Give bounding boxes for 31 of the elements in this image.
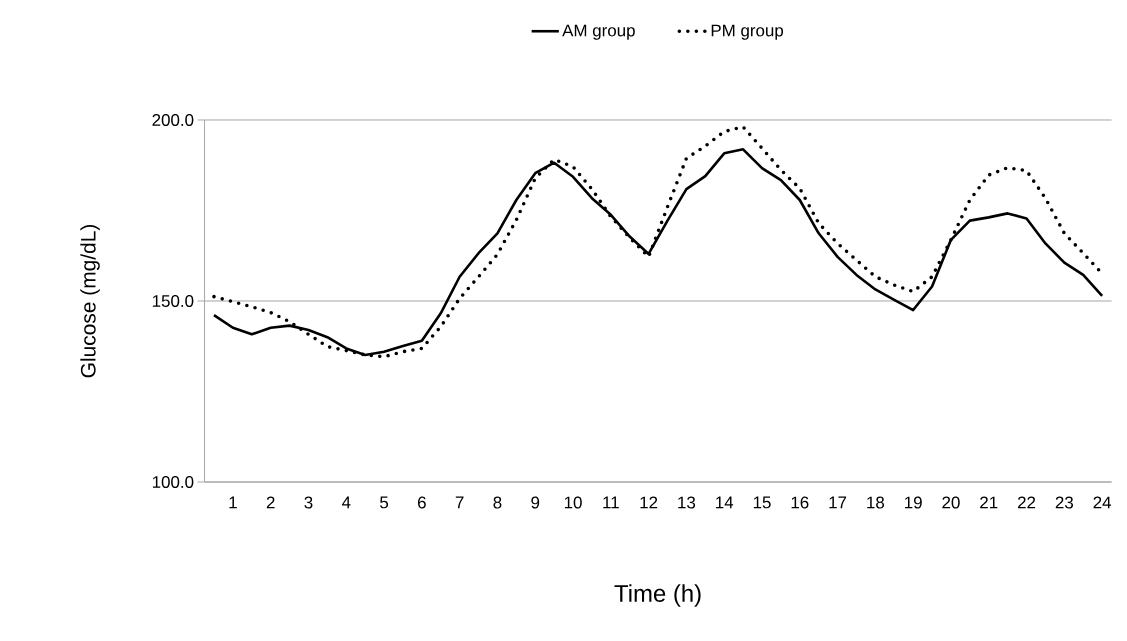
x-tick-label: 12 bbox=[640, 496, 658, 509]
x-tick-label: 7 bbox=[455, 496, 464, 509]
x-tick-label: 15 bbox=[753, 496, 771, 509]
x-tick-label: 18 bbox=[867, 496, 885, 509]
y-tick-label: 200.0 bbox=[152, 114, 194, 126]
y-axis-title: Glucose (mg/dL) bbox=[80, 225, 100, 378]
x-tick-label: 19 bbox=[905, 496, 922, 509]
x-tick-label: 10 bbox=[564, 496, 582, 509]
legend-label: AM group bbox=[562, 24, 635, 40]
x-tick-label: 5 bbox=[380, 496, 389, 509]
x-tick-label: 9 bbox=[531, 496, 540, 509]
x-tick-label: 11 bbox=[603, 496, 619, 509]
x-tick-label: 24 bbox=[1093, 496, 1112, 509]
x-tick-label: 2 bbox=[266, 496, 275, 509]
x-tick-label: 23 bbox=[1055, 496, 1073, 509]
x-tick-label: 4 bbox=[341, 496, 351, 509]
y-tick-label: 150.0 bbox=[152, 295, 194, 307]
x-tick-label: 20 bbox=[942, 496, 960, 509]
x-tick-label: 13 bbox=[678, 496, 696, 509]
x-tick-label: 6 bbox=[418, 496, 426, 509]
x-tick-label: 17 bbox=[829, 496, 847, 509]
x-tick-label: 21 bbox=[980, 496, 998, 509]
x-tick-label: 8 bbox=[493, 496, 502, 509]
y-tick-label: 100.0 bbox=[152, 476, 194, 488]
legend-label: PM group bbox=[711, 24, 784, 40]
x-tick-label: 1 bbox=[229, 496, 237, 509]
x-tick-label: 14 bbox=[716, 496, 734, 509]
x-tick-label: 16 bbox=[791, 496, 809, 509]
x-tick-label: 3 bbox=[304, 496, 313, 509]
x-axis-title: Time (h) bbox=[614, 584, 701, 607]
x-tick-label: 22 bbox=[1017, 496, 1036, 509]
